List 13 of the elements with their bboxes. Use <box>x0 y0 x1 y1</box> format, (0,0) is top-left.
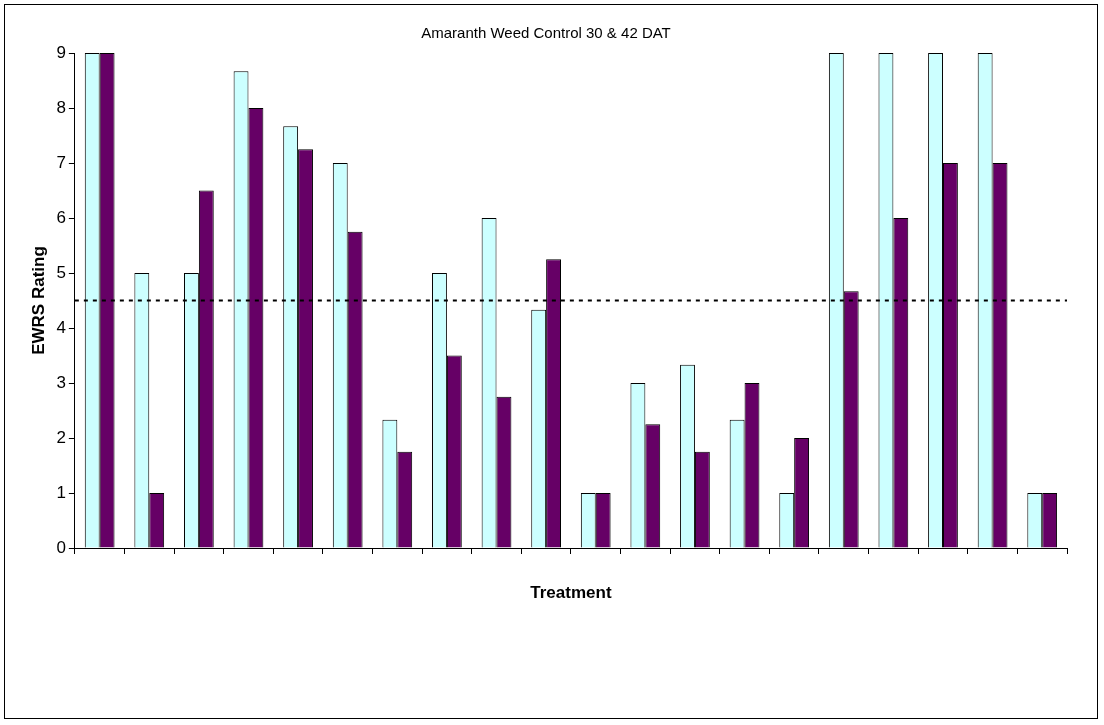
chart-title: Amaranth Weed Control 30 & 42 DAT <box>421 24 671 42</box>
y-tick-label: 7 <box>56 152 66 172</box>
y-tick-label: 3 <box>56 372 66 392</box>
y-tick-label: 9 <box>56 42 66 62</box>
y-tick-label: 6 <box>56 207 66 227</box>
y-tick-label: 4 <box>56 317 66 337</box>
y-tick-label: 8 <box>56 97 66 117</box>
y-tick-label: 2 <box>56 427 66 447</box>
y-tick-label: 5 <box>56 262 66 282</box>
y-axis-title: EWRS Rating <box>28 246 48 355</box>
y-tick-label: 1 <box>56 482 66 502</box>
x-axis-title: Treatment <box>530 583 612 603</box>
y-tick-label: 0 <box>56 537 66 557</box>
